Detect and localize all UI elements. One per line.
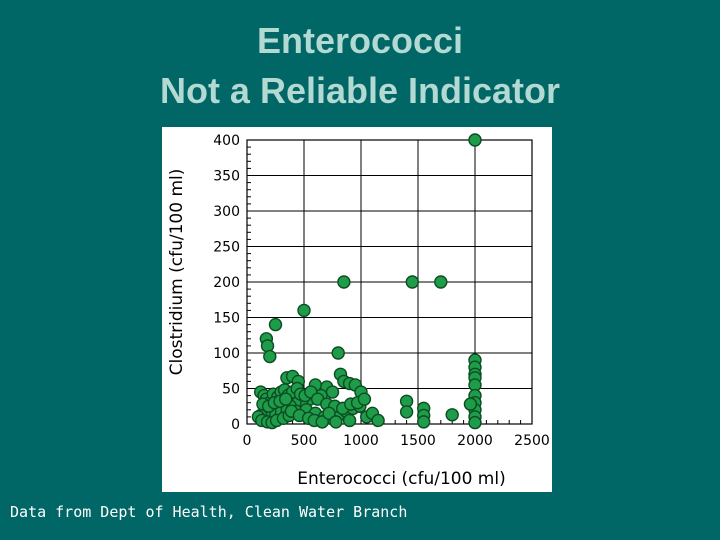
x-axis-label: Enterococci (cfu/100 ml) [297, 469, 505, 489]
y-tick-label: 0 [231, 417, 240, 433]
y-tick-label: 150 [213, 311, 240, 327]
y-tick-label: 50 [222, 382, 240, 398]
y-tick-label: 100 [213, 346, 240, 362]
data-points [251, 133, 482, 430]
slide-title-line-1: Enterococci [256, 20, 464, 61]
data-point [329, 415, 343, 429]
data-point [371, 413, 385, 428]
slide-title-line-2: Not a Reliable Indicator [159, 70, 561, 111]
y-tick-label: 350 [213, 169, 240, 185]
axis-ticks: 0 50 100 150 200 250 300 350 400 0 500 1000 1500 2000… [213, 133, 550, 449]
scatter-chart: 0 50 100 150 200 250 300 350 400 0 500 1000 1500 2000… [162, 127, 552, 492]
y-axis-label: Clostridium (cfu/100 ml) [167, 169, 187, 376]
x-tick-label: 1500 [400, 433, 436, 449]
data-point [325, 385, 340, 399]
data-point [322, 406, 336, 421]
data-point [468, 133, 482, 147]
data-point [268, 317, 283, 332]
data-point [463, 397, 478, 411]
data-point [279, 392, 293, 406]
y-tick-label: 250 [213, 240, 240, 256]
x-tick-label: 0 [243, 433, 252, 449]
data-point [337, 275, 351, 289]
data-point [357, 392, 372, 406]
slide-title: Enterococci Not a Reliable Indicator [0, 16, 720, 116]
data-point [445, 408, 459, 422]
data-point [263, 349, 277, 364]
data-point [297, 303, 311, 318]
data-point [468, 415, 482, 430]
data-point [399, 405, 414, 419]
data-point [315, 415, 329, 429]
data-point [331, 346, 345, 360]
x-tick-label: 2000 [457, 433, 493, 449]
y-tick-label: 400 [213, 133, 240, 149]
data-point [342, 413, 357, 428]
y-tick-label: 200 [213, 275, 240, 291]
source-footnote: Data from Dept of Health, Clean Water Br… [10, 503, 408, 521]
data-point [417, 415, 431, 429]
x-tick-label: 1000 [343, 433, 379, 449]
y-tick-label: 300 [213, 204, 240, 220]
data-point [434, 275, 448, 289]
data-point [405, 275, 420, 289]
scatter-chart-svg: 0 50 100 150 200 250 300 350 400 0 500 1000 1500 2000… [167, 133, 550, 489]
x-tick-label: 500 [291, 433, 318, 449]
x-tick-label: 2500 [514, 433, 550, 449]
data-point [260, 339, 275, 353]
